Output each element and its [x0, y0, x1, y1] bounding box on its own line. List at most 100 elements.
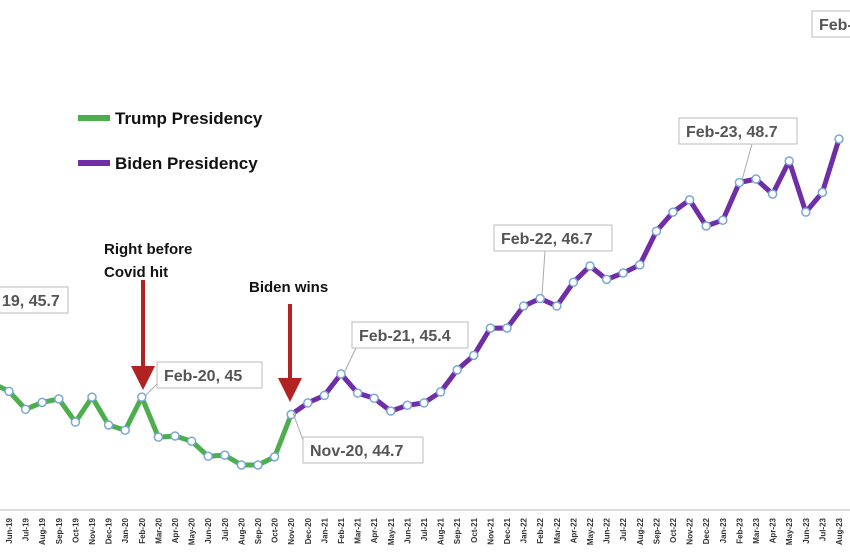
point: [37, 397, 47, 408]
x-tick-label: Jul-21: [420, 517, 429, 541]
point: [303, 398, 313, 408]
point: [452, 365, 462, 375]
point: [585, 261, 595, 271]
point: [54, 394, 64, 404]
x-tick-label: Mar-23: [752, 517, 761, 543]
point: [535, 293, 545, 304]
point: [817, 187, 828, 198]
point: [701, 221, 711, 231]
point: [502, 323, 512, 333]
x-tick-label: Feb-20: [138, 517, 147, 543]
leader-line: [741, 143, 753, 181]
point: [801, 207, 811, 217]
x-tick-label: Jul-23: [818, 517, 827, 541]
point: [552, 301, 562, 311]
x-tick-label: Sep-21: [453, 517, 462, 544]
x-tick-label: Jun-22: [603, 517, 612, 543]
x-tick-label: Apr-21: [370, 517, 379, 543]
x-tick-label: Jul-20: [221, 517, 230, 541]
point: [618, 268, 628, 278]
point: [402, 400, 413, 411]
x-tick-label: Dec-22: [702, 517, 711, 544]
leader-line: [144, 383, 158, 397]
annotation: Right before: [104, 241, 192, 258]
x-tick-label: Sep-20: [254, 517, 263, 544]
point-label: 19, 45.7: [2, 293, 60, 310]
leader-line: [343, 347, 357, 374]
point: [286, 409, 296, 420]
label-box: [156, 361, 263, 389]
x-tick-label: Dec-20: [304, 517, 313, 544]
label-box: [678, 117, 798, 145]
point: [568, 277, 579, 288]
point: [684, 195, 695, 205]
x-tick-label: Apr-22: [569, 517, 578, 543]
x-tick-label: Jun-23: [802, 517, 811, 543]
point: [469, 350, 479, 361]
point: [336, 369, 346, 379]
point: [435, 387, 446, 397]
annotation: Biden wins: [249, 279, 328, 296]
x-tick-label: Sep-22: [652, 517, 661, 544]
x-tick-label: Nov-22: [686, 517, 695, 544]
x-tick-label: Mar-20: [154, 517, 163, 543]
x-tick-label: Feb-22: [536, 517, 545, 543]
point: [635, 260, 645, 270]
label-box: [811, 10, 850, 38]
point: [4, 386, 14, 397]
point: [103, 420, 114, 430]
point: [253, 460, 263, 470]
x-tick-label: Mar-22: [553, 517, 562, 543]
x-tick-label: Apr-20: [171, 517, 180, 543]
point: [751, 174, 761, 184]
point-label: Feb-: [819, 17, 850, 34]
point: [601, 274, 612, 285]
point: [784, 156, 794, 166]
point: [352, 388, 363, 398]
x-tick-label: Oct-21: [470, 517, 479, 542]
x-tick-label: Jan-23: [719, 517, 728, 543]
point: [120, 425, 130, 435]
point: [203, 451, 213, 462]
point: [419, 398, 429, 408]
point-label: Nov-20, 44.7: [310, 443, 403, 460]
x-tick-label: Dec-19: [105, 517, 114, 544]
x-tick-label: Aug-21: [437, 517, 446, 545]
x-tick-label: Oct-19: [71, 517, 80, 542]
point-label: Feb-23, 48.7: [686, 124, 778, 141]
x-tick-label: Feb-21: [337, 517, 346, 543]
point-label: Feb-20, 45: [164, 368, 242, 385]
point: [651, 226, 662, 236]
point: [170, 431, 180, 441]
x-tick-label: Aug-19: [38, 517, 47, 545]
series-line: [289, 138, 842, 417]
x-tick-label: May-22: [586, 517, 595, 545]
point: [153, 432, 164, 442]
x-tick-label: Jun-19: [5, 517, 14, 543]
x-tick-label: Jul-19: [22, 517, 31, 541]
x-tick-label: Jan-21: [320, 517, 329, 543]
point-label: Feb-21, 45.4: [359, 328, 451, 345]
label-box: [0, 286, 69, 314]
annotation: Covid hit: [104, 264, 168, 281]
x-tick-label: Oct-22: [669, 517, 678, 542]
leader-line: [541, 250, 546, 296]
point: [518, 301, 529, 311]
point: [386, 406, 396, 416]
label-box: [493, 224, 613, 252]
x-tick-label: Nov-21: [486, 517, 495, 544]
point: [87, 392, 97, 402]
legend-label: Biden Presidency: [115, 154, 258, 173]
x-tick-label: May-23: [785, 517, 794, 545]
label-box: [351, 321, 469, 349]
point: [137, 392, 147, 402]
x-tick-label: May-21: [387, 517, 396, 545]
point: [485, 323, 496, 333]
point: [319, 390, 330, 401]
point: [834, 134, 844, 144]
point: [668, 207, 678, 217]
point: [186, 436, 197, 446]
label-box: [302, 436, 424, 464]
x-tick-label: Jul-22: [619, 517, 628, 541]
